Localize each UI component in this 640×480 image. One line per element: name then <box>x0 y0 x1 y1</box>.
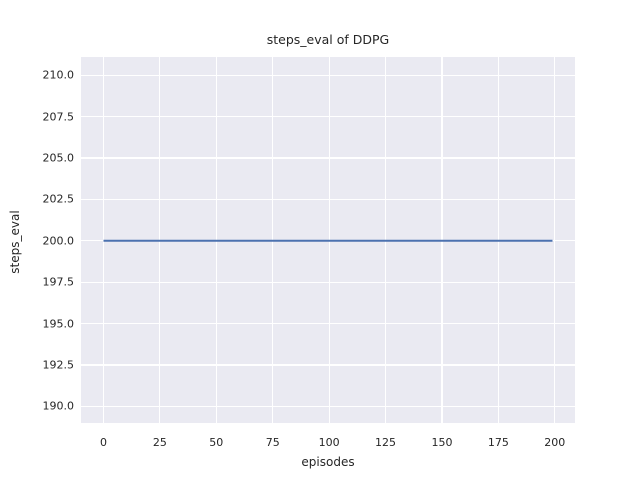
gridline-horizontal <box>81 281 575 283</box>
y-tick-label: 197.5 <box>42 275 75 289</box>
x-tick-label: 50 <box>209 436 224 449</box>
y-tick-label: 202.5 <box>42 192 75 206</box>
y-tick-label: 190.0 <box>42 399 75 413</box>
gridline-horizontal <box>81 323 575 325</box>
gridline-vertical <box>102 57 105 423</box>
x-axis-label: episodes <box>301 455 355 469</box>
gridline-horizontal <box>81 74 575 76</box>
x-tick-label: 175 <box>487 436 509 449</box>
x-tick-label: 100 <box>318 436 340 449</box>
x-tick-label: 75 <box>265 436 280 449</box>
data-line-layer <box>103 239 553 242</box>
gridline-horizontal <box>81 405 575 408</box>
x-tick-label: 125 <box>375 436 397 449</box>
gridline-vertical <box>554 57 556 423</box>
y-tick-label: 192.5 <box>42 358 75 372</box>
x-tick-label: 25 <box>152 436 167 449</box>
gridline-horizontal <box>81 157 575 159</box>
gridline-horizontal <box>81 364 575 366</box>
y-tick-label: 207.5 <box>42 110 75 124</box>
y-tick-label: 210.0 <box>42 68 75 82</box>
x-tick-label: 0 <box>99 436 107 449</box>
y-tick-label: 195.0 <box>42 317 75 331</box>
plot-area <box>81 57 575 423</box>
x-tick-label: 150 <box>431 436 453 449</box>
chart-title: steps_eval of DDPG <box>266 32 390 47</box>
y-tick-label: 205.0 <box>42 151 75 165</box>
gridline-horizontal <box>81 198 575 200</box>
x-tick-label: 200 <box>544 436 566 449</box>
gridline-horizontal <box>81 116 575 118</box>
y-tick-label: 200.0 <box>42 234 75 248</box>
